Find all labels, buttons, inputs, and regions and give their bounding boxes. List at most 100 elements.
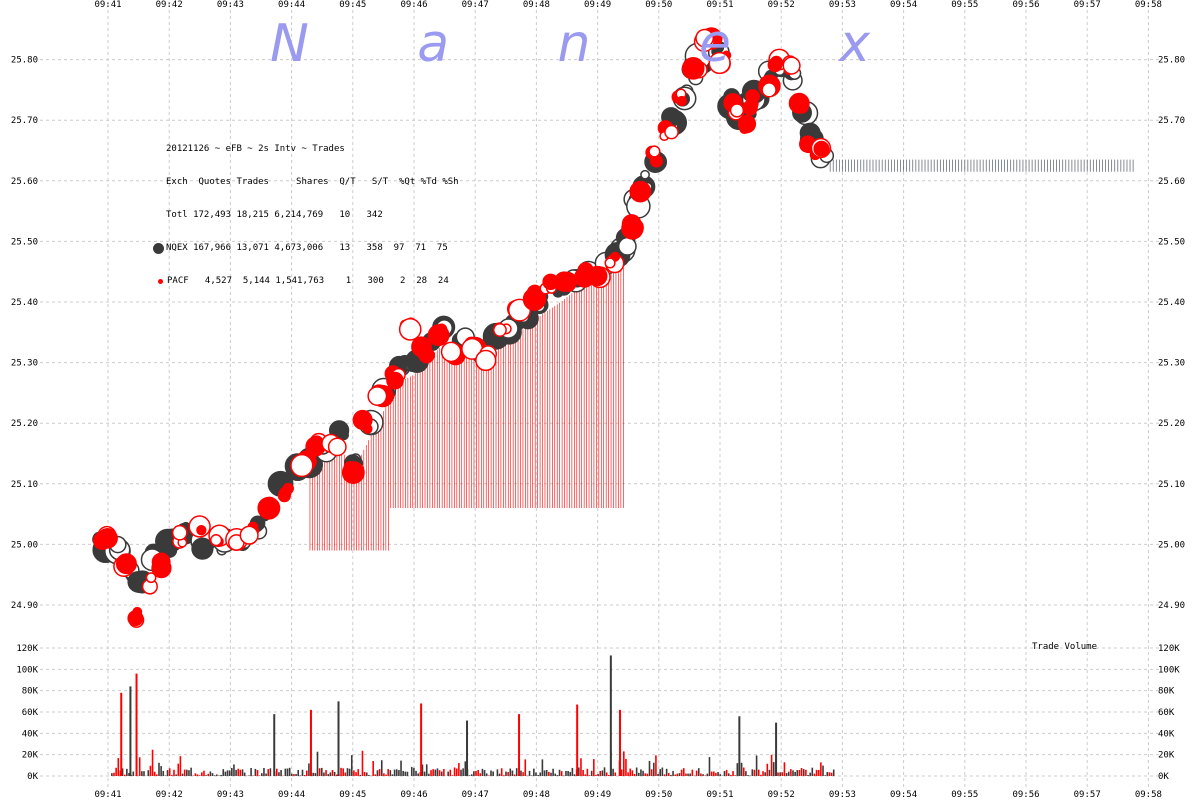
volume-bar bbox=[280, 770, 282, 776]
volume-bar bbox=[612, 769, 614, 776]
y-tick-label-right: 25.10 bbox=[1158, 480, 1185, 490]
pacf-trade-point bbox=[419, 348, 434, 363]
volume-bar bbox=[372, 761, 374, 776]
volume-bar bbox=[342, 768, 344, 776]
volume-bar bbox=[381, 760, 383, 776]
volume-bar bbox=[756, 755, 758, 776]
x-tick-label-top: 09:53 bbox=[829, 0, 856, 10]
volume-bar bbox=[689, 774, 691, 776]
stats-row-total: Totl 172,493 18,215 6,214,769 10 342 bbox=[166, 210, 459, 221]
volume-bar bbox=[593, 759, 595, 776]
volume-bar bbox=[797, 770, 799, 776]
volume-bar bbox=[687, 774, 689, 776]
volume-bar bbox=[700, 773, 702, 776]
volume-bar bbox=[777, 772, 779, 776]
volume-bar bbox=[171, 775, 173, 776]
volume-bar bbox=[664, 774, 666, 776]
volume-bar bbox=[634, 774, 636, 776]
volume-bar bbox=[340, 768, 342, 776]
pacf-trade-point bbox=[677, 97, 686, 106]
volume-bar bbox=[621, 769, 623, 776]
x-tick-label-top: 09:43 bbox=[217, 0, 244, 10]
pacf-trade-point bbox=[152, 553, 169, 570]
y-tick-label-left: 24.90 bbox=[11, 601, 38, 611]
volume-bar bbox=[355, 772, 357, 776]
volume-bar bbox=[411, 767, 413, 776]
volume-bar bbox=[782, 772, 784, 776]
pacf-trade-point bbox=[771, 57, 783, 69]
volume-bar bbox=[349, 769, 351, 776]
volume-bar bbox=[368, 775, 370, 776]
volume-bar bbox=[522, 772, 524, 776]
volume-bar bbox=[767, 764, 769, 776]
volume-spike-bar bbox=[338, 701, 340, 776]
volume-bar bbox=[580, 758, 582, 776]
volume-bar bbox=[207, 774, 209, 776]
volume-bar bbox=[398, 770, 400, 776]
y-tick-label-left: 25.70 bbox=[11, 116, 38, 126]
volume-bar bbox=[599, 771, 601, 776]
volume-bar bbox=[503, 775, 505, 776]
volume-bar bbox=[732, 771, 734, 776]
volume-bar bbox=[441, 772, 443, 776]
volume-bar bbox=[432, 769, 434, 776]
volume-bar bbox=[156, 774, 158, 776]
volume-bar bbox=[486, 773, 488, 776]
volume-bar bbox=[591, 771, 593, 776]
pacf-trade-point bbox=[622, 215, 640, 233]
x-tick-label-top: 09:47 bbox=[462, 0, 489, 10]
x-tick-label-bottom: 09:56 bbox=[1012, 790, 1039, 800]
volume-bar bbox=[225, 772, 227, 776]
volume-bar bbox=[683, 768, 685, 776]
pacf-trade-point bbox=[630, 181, 650, 201]
x-tick-label-top: 09:42 bbox=[156, 0, 183, 10]
volume-spike-bar bbox=[738, 716, 740, 776]
pacf-trade-point bbox=[197, 526, 206, 535]
volume-tick-label-left: 0K bbox=[27, 772, 38, 782]
volume-bar bbox=[205, 775, 207, 776]
volume-bar bbox=[764, 772, 766, 776]
pacf-trade-point bbox=[494, 324, 506, 336]
volume-bar bbox=[357, 769, 359, 776]
volume-tick-label-left: 40K bbox=[22, 729, 39, 739]
x-tick-label-top: 09:54 bbox=[890, 0, 917, 10]
pacf-trade-point bbox=[428, 325, 448, 345]
volume-bar bbox=[289, 768, 291, 776]
volume-bar bbox=[709, 757, 711, 776]
volume-bar bbox=[597, 774, 599, 776]
volume-bar bbox=[713, 771, 715, 776]
nqex-trade-point bbox=[641, 171, 649, 179]
volume-bar bbox=[460, 770, 462, 776]
volume-bar bbox=[499, 774, 501, 776]
volume-bar bbox=[276, 769, 278, 776]
x-tick-label-bottom: 09:54 bbox=[890, 790, 917, 800]
volume-bar bbox=[141, 771, 143, 776]
volume-bar bbox=[261, 773, 263, 776]
volume-bar bbox=[454, 767, 456, 776]
volume-bar bbox=[831, 773, 833, 776]
x-tick-label-top: 09:51 bbox=[706, 0, 733, 10]
volume-bar bbox=[537, 775, 539, 776]
volume-bar bbox=[188, 770, 190, 776]
volume-bar bbox=[704, 775, 706, 776]
volume-bar bbox=[589, 775, 591, 776]
volume-bar bbox=[516, 768, 518, 776]
volume-bar bbox=[737, 763, 739, 776]
x-tick-label-bottom: 09:42 bbox=[156, 790, 183, 800]
volume-bar bbox=[383, 773, 385, 776]
volume-bar bbox=[726, 770, 728, 776]
volume-bar bbox=[387, 769, 389, 776]
volume-tick-label-left: 120K bbox=[16, 644, 38, 654]
volume-bar bbox=[394, 770, 396, 776]
volume-bar bbox=[728, 773, 730, 776]
volume-bar bbox=[584, 774, 586, 776]
volume-bar bbox=[456, 769, 458, 776]
y-tick-label-left: 25.30 bbox=[11, 359, 38, 369]
volume-bar bbox=[158, 763, 160, 776]
volume-bar bbox=[479, 773, 481, 776]
volume-bar bbox=[809, 773, 811, 776]
x-tick-label-top: 09:50 bbox=[645, 0, 672, 10]
volume-bar bbox=[462, 768, 464, 776]
volume-bar bbox=[561, 771, 563, 776]
